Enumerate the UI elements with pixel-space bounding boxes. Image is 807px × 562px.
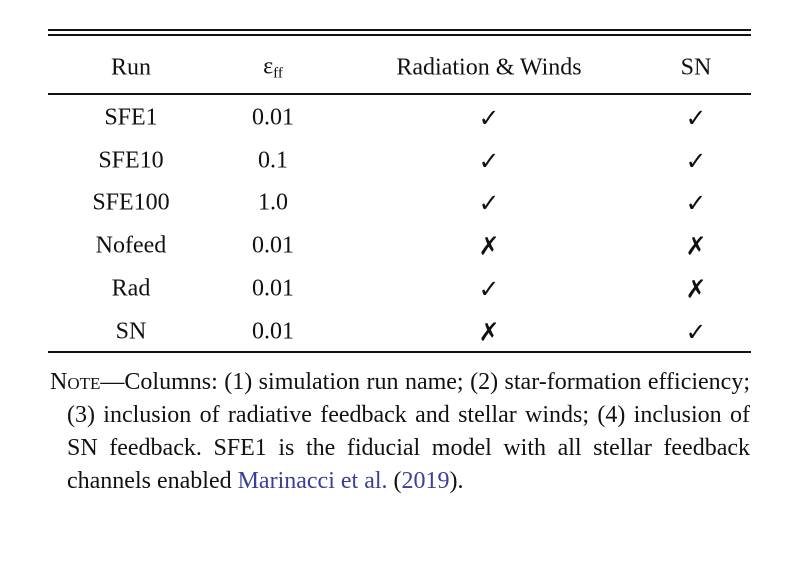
table-cell: 1.0: [258, 189, 288, 216]
feature-flag: ✗: [685, 274, 707, 304]
feature-flag: ✓: [685, 103, 707, 133]
table-note: Note—Columns: (1) simulation run name; (…: [50, 366, 750, 498]
note-text: Note: [50, 369, 101, 395]
feature-flag: ✓: [478, 188, 500, 218]
table-cell: SN: [115, 318, 147, 344]
column-header: Radiation & Winds: [396, 54, 582, 81]
header-subscript: ff: [273, 65, 283, 82]
top-rule: [48, 34, 751, 36]
table-cell: SFE100: [92, 189, 170, 216]
table-cell: SFE10: [98, 147, 164, 174]
feature-flag: ✗: [685, 231, 707, 261]
table-cell: Nofeed: [95, 232, 167, 259]
note-text: —Columns: (1) simulation run name; (2) s…: [67, 369, 750, 494]
table-cell: 0.01: [252, 318, 294, 344]
note-text: (: [387, 468, 402, 494]
table-cell: 0.01: [252, 232, 294, 259]
table-cell: 0.01: [252, 275, 294, 302]
top-rule: [48, 29, 751, 31]
feature-flag: ✓: [685, 188, 707, 218]
citation-link[interactable]: 2019: [401, 468, 450, 494]
header-symbol: ε: [263, 53, 274, 80]
bottom-rule: [48, 351, 751, 353]
feature-flag: ✗: [478, 231, 500, 261]
table-cell: 0.1: [258, 147, 288, 174]
feature-flag: ✓: [478, 103, 500, 133]
table-cell: 0.01: [252, 104, 294, 131]
feature-flag: ✓: [478, 146, 500, 176]
header-rule: [48, 93, 751, 95]
feature-flag: ✗: [478, 317, 500, 346]
feature-flag: ✓: [685, 317, 707, 346]
feature-flag: ✓: [478, 274, 500, 304]
table-cell: SFE1: [104, 104, 158, 131]
note-text: ).: [449, 468, 464, 494]
column-header: Run: [110, 54, 152, 81]
table-cell: Rad: [111, 275, 151, 302]
citation-link[interactable]: Marinacci et al.: [237, 468, 388, 494]
column-header: SN: [680, 54, 712, 81]
feature-flag: ✓: [685, 146, 707, 176]
column-header: εff: [263, 54, 283, 83]
